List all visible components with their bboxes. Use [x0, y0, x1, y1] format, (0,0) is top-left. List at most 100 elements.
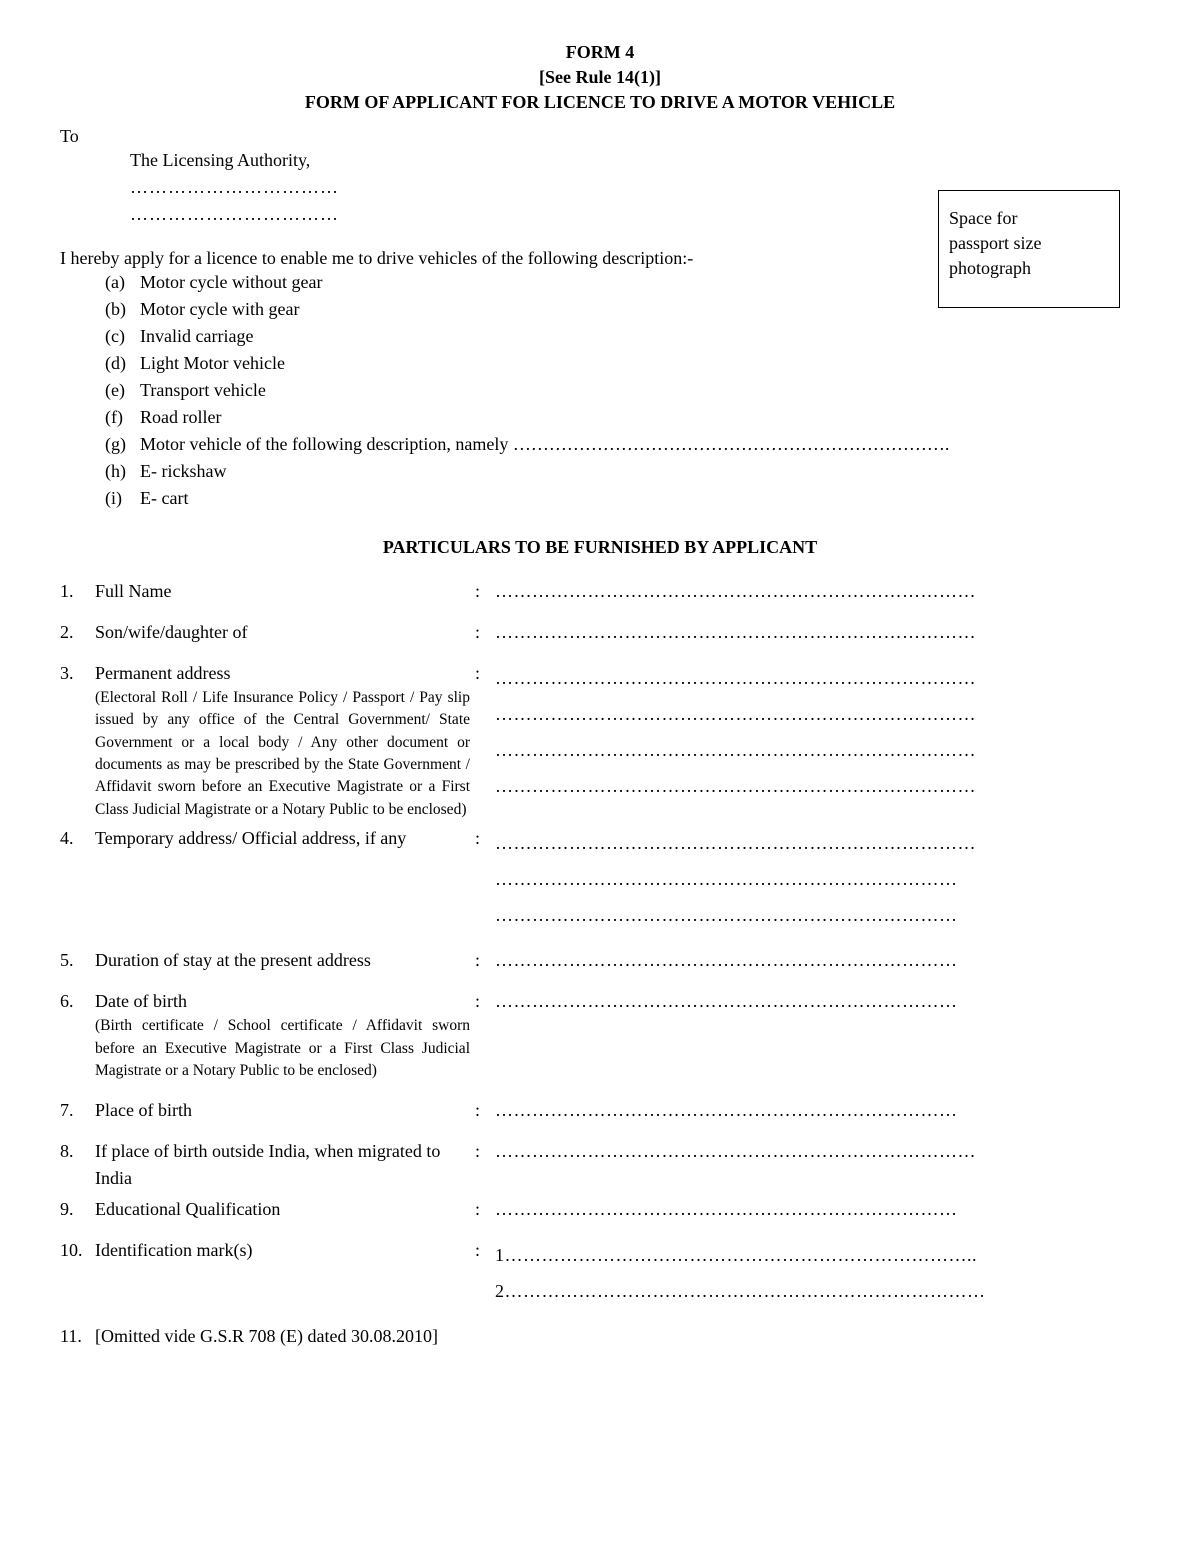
header-line-2: [See Rule 14(1)]: [60, 65, 1140, 90]
vehicle-marker: (b): [105, 296, 140, 323]
particulars-list: 1. Full Name : ……………………………………………………………………: [60, 578, 1140, 1350]
particular-number: 5.: [60, 947, 95, 974]
value-line: ……………………………………………………………………: [495, 696, 1140, 732]
to-label: To: [60, 126, 1140, 147]
vehicle-text: Invalid carriage: [140, 323, 253, 350]
vehicle-text: Motor cycle without gear: [140, 269, 322, 296]
photo-placeholder-box: Space for passport size photograph: [938, 190, 1120, 308]
vehicle-text: Motor vehicle of the following descripti…: [140, 431, 949, 458]
vehicle-item: (i)E- cart: [105, 485, 1140, 512]
particular-value: 1………………………………………………………………….. 2……………………………: [495, 1237, 1140, 1309]
particular-value: …………………………………………………………………: [495, 1196, 1140, 1223]
colon: :: [475, 578, 495, 605]
particular-label: Place of birth: [95, 1097, 475, 1124]
vehicle-marker: (i): [105, 485, 140, 512]
vehicle-marker: (g): [105, 431, 140, 458]
photo-box-text-1: Space for: [949, 206, 1109, 231]
particular-value: …………………………………………………………………: [495, 947, 1140, 974]
value-line: 1…………………………………………………………………..: [495, 1237, 1140, 1273]
particular-label: If place of birth outside India, when mi…: [95, 1138, 475, 1192]
vehicle-marker: (e): [105, 377, 140, 404]
particular-label: Educational Qualification: [95, 1196, 475, 1223]
particular-row: 7. Place of birth : ………………………………………………………: [60, 1097, 1140, 1124]
vehicle-marker: (d): [105, 350, 140, 377]
particular-row: 10. Identification mark(s) : 1……………………………: [60, 1237, 1140, 1309]
value-line: ……………………………………………………………………: [495, 732, 1140, 768]
particular-label: Permanent address (Electoral Roll / Life…: [95, 660, 475, 822]
particular-row: 9. Educational Qualification : …………………………: [60, 1196, 1140, 1223]
particular-number: 6.: [60, 988, 95, 1082]
particular-value: [495, 1323, 1140, 1350]
photo-box-text-3: photograph: [949, 256, 1109, 281]
vehicle-item: (g)Motor vehicle of the following descri…: [105, 431, 1140, 458]
vehicle-item: (e)Transport vehicle: [105, 377, 1140, 404]
vehicle-text: Transport vehicle: [140, 377, 266, 404]
particular-row: 2. Son/wife/daughter of : ………………………………………: [60, 619, 1140, 646]
particular-value: ……………………………………………………………………: [495, 1138, 1140, 1192]
particular-number: 2.: [60, 619, 95, 646]
colon: :: [475, 619, 495, 646]
particular-value: …………………………………………………………………: [495, 1097, 1140, 1124]
particulars-title: PARTICULARS TO BE FURNISHED BY APPLICANT: [60, 537, 1140, 558]
particular-number: 7.: [60, 1097, 95, 1124]
particular-subtext: (Birth certificate / School certificate …: [95, 1015, 470, 1082]
value-line: …………………………………………………………………: [495, 861, 1140, 897]
particular-number: 8.: [60, 1138, 95, 1192]
particular-value: …………………………………………………………………… ……………………………………: [495, 660, 1140, 822]
particular-number: 9.: [60, 1196, 95, 1223]
vehicle-item: (h)E- rickshaw: [105, 458, 1140, 485]
particular-value: …………………………………………………………………: [495, 988, 1140, 1082]
particular-number: 10.: [60, 1237, 95, 1309]
colon: :: [475, 1196, 495, 1223]
vehicle-text: Motor cycle with gear: [140, 296, 299, 323]
particular-number: 3.: [60, 660, 95, 822]
particular-number: 4.: [60, 825, 95, 933]
colon: :: [475, 660, 495, 822]
header-line-3: FORM OF APPLICANT FOR LICENCE TO DRIVE A…: [60, 90, 1140, 115]
colon: :: [475, 947, 495, 974]
vehicle-marker: (h): [105, 458, 140, 485]
particular-row: 1. Full Name : ……………………………………………………………………: [60, 578, 1140, 605]
vehicle-marker: (f): [105, 404, 140, 431]
particular-row: 6. Date of birth (Birth certificate / Sc…: [60, 988, 1140, 1082]
particular-number: 11.: [60, 1323, 95, 1350]
particular-label: Temporary address/ Official address, if …: [95, 825, 475, 933]
particular-label: Full Name: [95, 578, 475, 605]
colon: :: [475, 1237, 495, 1309]
particular-label: Duration of stay at the present address: [95, 947, 475, 974]
particular-row: 11. [Omitted vide G.S.R 708 (E) dated 30…: [60, 1323, 1140, 1350]
vehicle-text: Light Motor vehicle: [140, 350, 285, 377]
vehicle-marker: (c): [105, 323, 140, 350]
particular-value: ……………………………………………………………………: [495, 619, 1140, 646]
particular-label: Identification mark(s): [95, 1237, 475, 1309]
colon: [475, 1323, 495, 1350]
particular-value: ……………………………………………………………………: [495, 578, 1140, 605]
vehicle-item: (c)Invalid carriage: [105, 323, 1140, 350]
header-line-1: FORM 4: [60, 40, 1140, 65]
vehicle-item: (f)Road roller: [105, 404, 1140, 431]
photo-box-text-2: passport size: [949, 231, 1109, 256]
vehicle-text: Road roller: [140, 404, 221, 431]
particular-label: Date of birth (Birth certificate / Schoo…: [95, 988, 475, 1082]
particular-label-text: Date of birth: [95, 991, 187, 1011]
vehicle-item: (d)Light Motor vehicle: [105, 350, 1140, 377]
value-line: ……………………………………………………………………: [495, 768, 1140, 804]
particular-label-text: Permanent address: [95, 663, 230, 683]
vehicle-text: E- cart: [140, 485, 188, 512]
value-line: …………………………………………………………………: [495, 897, 1140, 933]
particular-row: 8. If place of birth outside India, when…: [60, 1138, 1140, 1192]
particular-row: 4. Temporary address/ Official address, …: [60, 825, 1140, 933]
colon: :: [475, 825, 495, 933]
value-line: ……………………………………………………………………: [495, 825, 1140, 861]
colon: :: [475, 1138, 495, 1192]
particular-row: 5. Duration of stay at the present addre…: [60, 947, 1140, 974]
particular-label: [Omitted vide G.S.R 708 (E) dated 30.08.…: [95, 1323, 475, 1350]
particular-value: …………………………………………………………………… ……………………………………: [495, 825, 1140, 933]
colon: :: [475, 988, 495, 1082]
particular-subtext: (Electoral Roll / Life Insurance Policy …: [95, 687, 470, 822]
form-header: FORM 4 [See Rule 14(1)] FORM OF APPLICAN…: [60, 40, 1140, 116]
to-authority: The Licensing Authority,: [130, 147, 1140, 174]
vehicle-marker: (a): [105, 269, 140, 296]
vehicle-text: E- rickshaw: [140, 458, 226, 485]
colon: :: [475, 1097, 495, 1124]
